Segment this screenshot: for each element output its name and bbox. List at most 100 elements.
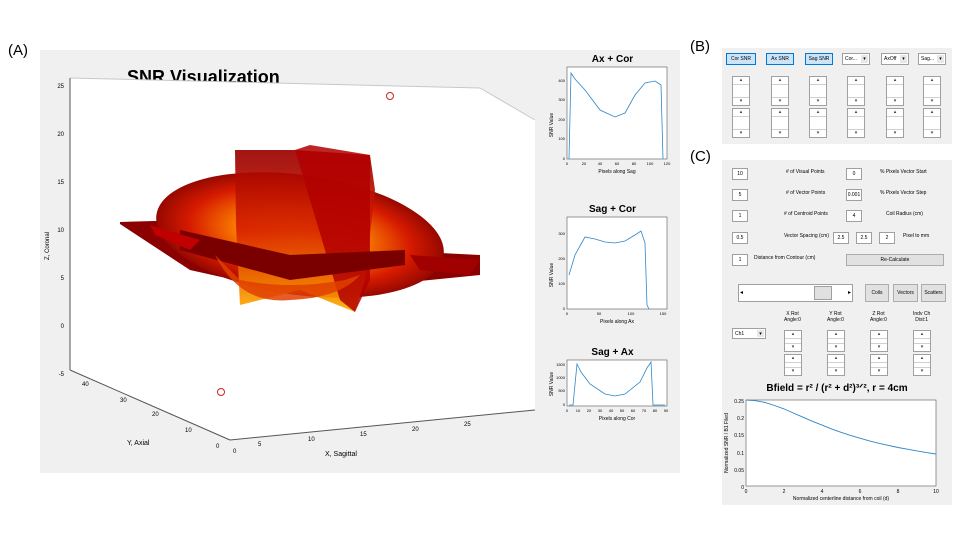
up-arrow-icon[interactable]: ▴ — [733, 77, 749, 85]
up-arrow-icon[interactable]: ▴ — [914, 331, 930, 339]
sag-dropdown[interactable]: Sag... ▾ — [918, 53, 946, 65]
scatters-button[interactable]: Scatters — [921, 284, 946, 302]
down-arrow-icon[interactable]: ▾ — [785, 343, 801, 351]
up-arrow-icon[interactable]: ▴ — [914, 355, 930, 363]
contour-distance-input[interactable]: 1 — [732, 254, 748, 266]
down-arrow-icon[interactable]: ▾ — [914, 343, 930, 351]
down-arrow-icon[interactable]: ▾ — [871, 343, 887, 351]
coil-radius-input[interactable]: 4 — [846, 210, 862, 222]
down-arrow-icon[interactable]: ▾ — [887, 97, 903, 105]
centroid-points-input[interactable]: 1 — [732, 210, 748, 222]
ax-snr-button[interactable]: Ax SNR — [766, 53, 794, 65]
up-arrow-icon[interactable]: ▴ — [887, 77, 903, 85]
pixel-mm-x-input[interactable]: 2.5 — [833, 232, 849, 244]
slider-control[interactable]: ▴ ▾ — [732, 108, 750, 138]
pixel-mm-z-input[interactable]: 2 — [879, 232, 895, 244]
down-arrow-icon[interactable]: ▾ — [810, 129, 826, 137]
channel-dropdown[interactable]: Ch1 ▾ — [732, 328, 766, 339]
down-arrow-icon[interactable]: ▾ — [914, 367, 930, 375]
z-rotation-spinner[interactable]: ▴ ▾ — [870, 354, 888, 376]
slider-thumb[interactable] — [814, 286, 832, 300]
slider-control[interactable]: ▴ ▾ — [771, 76, 789, 106]
x-tick: 20 — [412, 427, 419, 433]
up-arrow-icon[interactable]: ▴ — [733, 109, 749, 117]
channel-distance-spinner[interactable]: ▴ ▾ — [913, 330, 931, 352]
vectors-button[interactable]: Vectors — [893, 284, 918, 302]
vector-step-input[interactable]: 0.001 — [846, 189, 862, 201]
up-arrow-icon[interactable]: ▴ — [924, 109, 940, 117]
up-arrow-icon[interactable]: ▴ — [871, 355, 887, 363]
down-arrow-icon[interactable]: ▾ — [871, 367, 887, 375]
right-arrow-icon[interactable]: ▸ — [847, 290, 851, 296]
down-arrow-icon[interactable]: ▾ — [810, 97, 826, 105]
ax-offset-dropdown[interactable]: AxOff ▾ — [881, 53, 909, 65]
y-rotation-spinner[interactable]: ▴ ▾ — [827, 354, 845, 376]
slider-control[interactable]: ▴ ▾ — [923, 76, 941, 106]
slider-control[interactable]: ▴ ▾ — [847, 76, 865, 106]
rotation-label: Z Rot Angle:0 — [870, 311, 887, 323]
down-arrow-icon[interactable]: ▾ — [785, 367, 801, 375]
profile-plot-sag-ax[interactable]: 0 10 20 30 40 50 60 70 80 90 1500 1000 5… — [545, 358, 680, 433]
up-arrow-icon[interactable]: ▴ — [810, 109, 826, 117]
down-arrow-icon[interactable]: ▾ — [887, 129, 903, 137]
snr-surface[interactable] — [120, 145, 480, 315]
up-arrow-icon[interactable]: ▴ — [848, 109, 864, 117]
up-arrow-icon[interactable]: ▴ — [924, 77, 940, 85]
slider-control[interactable]: ▴ ▾ — [886, 108, 904, 138]
main-3d-plot[interactable]: 25 20 15 10 5 0 -5 Z, Coronal 40 30 20 1… — [40, 50, 680, 473]
tick: 300 — [558, 97, 565, 102]
recalculate-button[interactable]: Re-Calculate — [846, 254, 944, 266]
up-arrow-icon[interactable]: ▴ — [785, 355, 801, 363]
up-arrow-icon[interactable]: ▴ — [871, 331, 887, 339]
down-arrow-icon[interactable]: ▾ — [772, 129, 788, 137]
visual-points-input[interactable]: 10 — [732, 168, 748, 180]
x-rotation-spinner[interactable]: ▴ ▾ — [784, 354, 802, 376]
slider-control[interactable]: ▴ ▾ — [771, 108, 789, 138]
cor-dropdown[interactable]: Cor... ▾ — [842, 53, 870, 65]
up-arrow-icon[interactable]: ▴ — [772, 77, 788, 85]
down-arrow-icon[interactable]: ▾ — [924, 97, 940, 105]
channel-distance-spinner[interactable]: ▴ ▾ — [913, 354, 931, 376]
sag-snr-button[interactable]: Sag SNR — [805, 53, 833, 65]
x-tick: 15 — [360, 432, 367, 438]
down-arrow-icon[interactable]: ▾ — [733, 129, 749, 137]
slider-control[interactable]: ▴ ▾ — [886, 76, 904, 106]
slider-control[interactable]: ▴ ▾ — [732, 76, 750, 106]
z-rotation-spinner[interactable]: ▴ ▾ — [870, 330, 888, 352]
pixel-mm-y-input[interactable]: 2.5 — [856, 232, 872, 244]
up-arrow-icon[interactable]: ▴ — [828, 331, 844, 339]
coil-marker[interactable] — [217, 388, 225, 396]
horizontal-slider[interactable]: ◂ ▸ — [738, 284, 853, 302]
down-arrow-icon[interactable]: ▾ — [828, 367, 844, 375]
down-arrow-icon[interactable]: ▾ — [924, 129, 940, 137]
down-arrow-icon[interactable]: ▾ — [828, 343, 844, 351]
profile-plot-sag-cor[interactable]: 0 50 100 150 300 200 100 0 Pixels along … — [545, 215, 680, 335]
coil-marker[interactable] — [386, 92, 394, 100]
up-arrow-icon[interactable]: ▴ — [828, 355, 844, 363]
y-rotation-spinner[interactable]: ▴ ▾ — [827, 330, 845, 352]
cor-snr-button[interactable]: Cor SNR — [726, 53, 756, 65]
tick: 60 — [631, 408, 636, 413]
coils-button[interactable]: Coils — [865, 284, 889, 302]
bfield-chart[interactable]: 0 2 4 6 8 10 0.25 0.2 0.15 0.1 0.05 0 No… — [722, 396, 952, 504]
down-arrow-icon[interactable]: ▾ — [733, 97, 749, 105]
down-arrow-icon[interactable]: ▾ — [848, 97, 864, 105]
vector-spacing-input[interactable]: 0.5 — [732, 232, 748, 244]
slider-control[interactable]: ▴ ▾ — [809, 76, 827, 106]
left-arrow-icon[interactable]: ◂ — [740, 290, 744, 296]
z-tick: 10 — [57, 228, 64, 234]
slider-control[interactable]: ▴ ▾ — [809, 108, 827, 138]
x-rotation-spinner[interactable]: ▴ ▾ — [784, 330, 802, 352]
up-arrow-icon[interactable]: ▴ — [810, 77, 826, 85]
vector-start-input[interactable]: 0 — [846, 168, 862, 180]
profile-plot-ax-cor[interactable]: 0 20 40 60 80 100 120 400 300 200 100 0 … — [545, 65, 680, 185]
up-arrow-icon[interactable]: ▴ — [772, 109, 788, 117]
up-arrow-icon[interactable]: ▴ — [887, 109, 903, 117]
up-arrow-icon[interactable]: ▴ — [785, 331, 801, 339]
down-arrow-icon[interactable]: ▾ — [772, 97, 788, 105]
slider-control[interactable]: ▴ ▾ — [847, 108, 865, 138]
vector-points-input[interactable]: 5 — [732, 189, 748, 201]
down-arrow-icon[interactable]: ▾ — [848, 129, 864, 137]
up-arrow-icon[interactable]: ▴ — [848, 77, 864, 85]
slider-control[interactable]: ▴ ▾ — [923, 108, 941, 138]
